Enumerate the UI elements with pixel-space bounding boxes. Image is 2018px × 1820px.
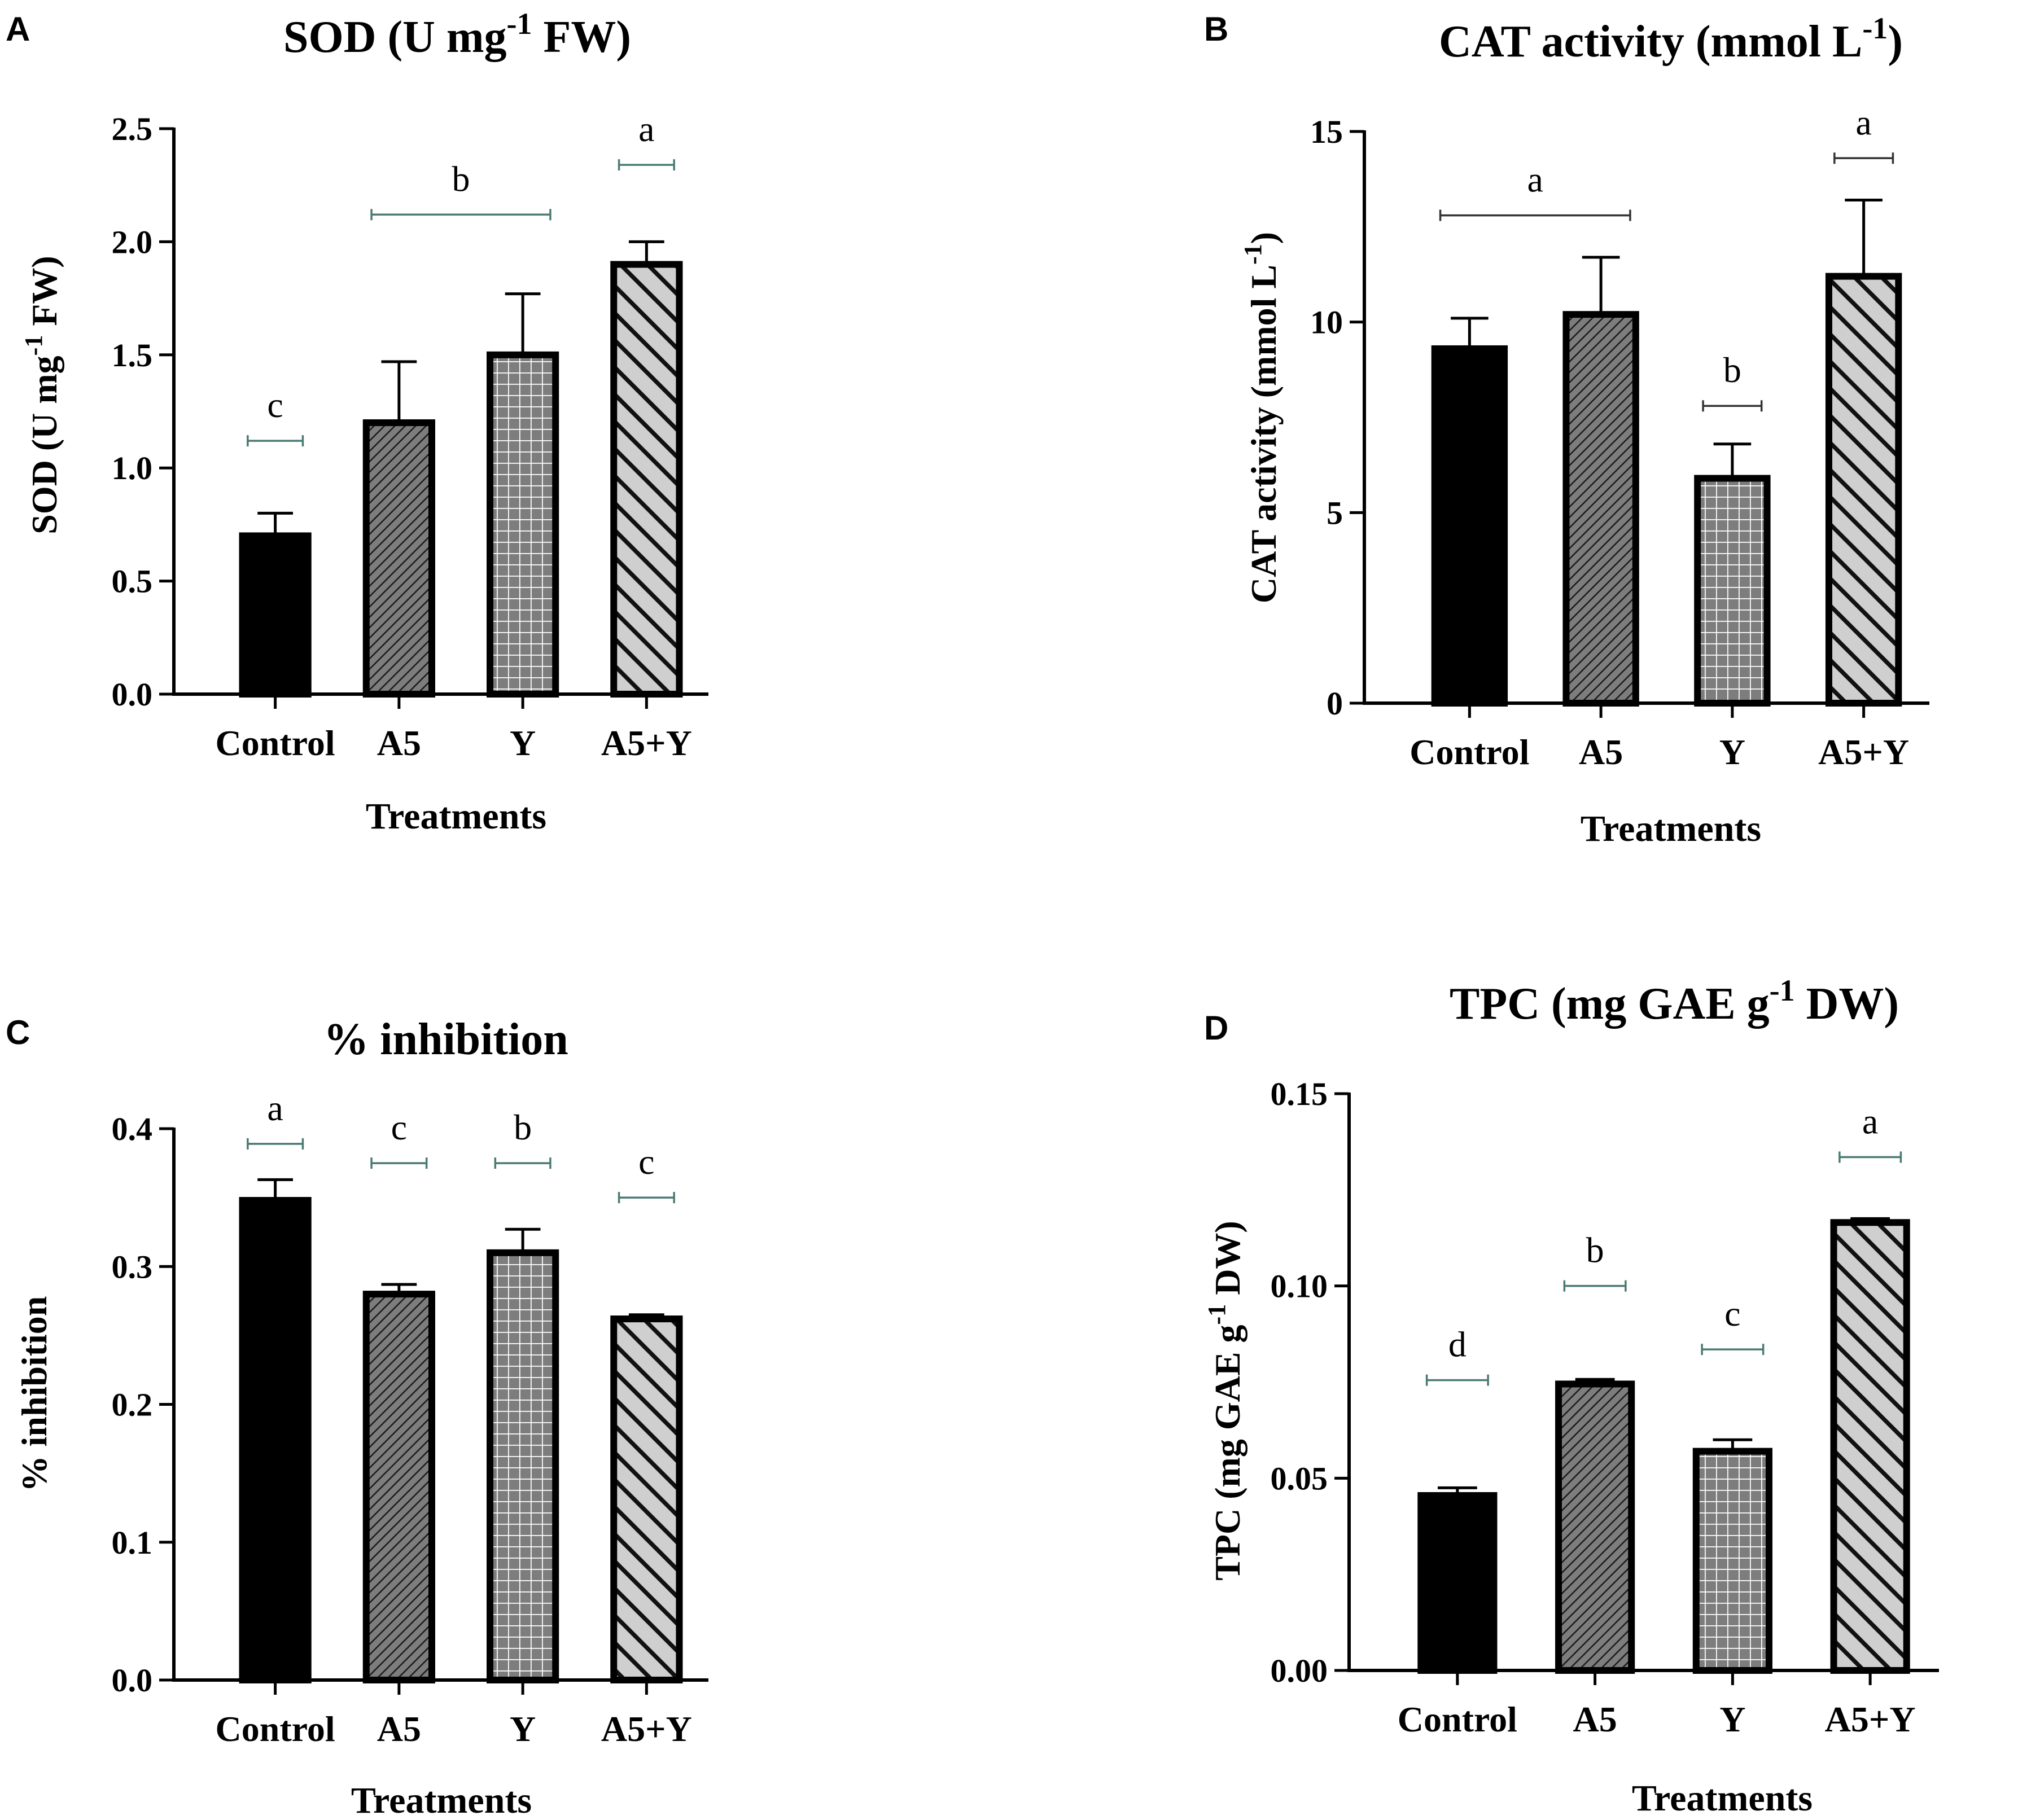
bar-a5-y xyxy=(610,261,683,698)
x-axis-label: Treatments xyxy=(351,1780,532,1820)
y-tick-label: 1.5 xyxy=(112,337,153,374)
x-tick-label: Y xyxy=(510,723,536,763)
bar-a5 xyxy=(1562,311,1639,707)
bar-a5-y xyxy=(1830,1219,1910,1674)
significance-letter: a xyxy=(267,1088,283,1128)
y-tick-label: 15 xyxy=(1310,113,1343,150)
x-tick-label: A5+Y xyxy=(601,723,692,763)
x-tick-label: A5 xyxy=(377,723,421,763)
panel-A: A SOD (U mg-1 FW) SOD (U mg-1 FW) 0.0 0.5… xyxy=(6,7,708,837)
chart-title: CAT activity (mmol L-1) xyxy=(1439,11,1903,67)
y-axis-label: TPC (mg GAE g-1 DW) xyxy=(1203,1221,1247,1581)
significance-letter: b xyxy=(1586,1230,1604,1270)
y-tick-label: 10 xyxy=(1310,304,1343,341)
panel-label: D xyxy=(1204,1009,1228,1047)
bar-y xyxy=(487,1249,559,1683)
y-tick-label: 0.0 xyxy=(112,676,153,713)
bar-a5 xyxy=(362,1291,435,1684)
significance-letter: c xyxy=(1724,1293,1740,1334)
y-axis-label: CAT activity (mmol L-1) xyxy=(1239,232,1284,603)
y-tick-label: 2.5 xyxy=(112,111,153,147)
significance-letter: c xyxy=(638,1142,654,1182)
significance-letter: a xyxy=(1862,1101,1878,1141)
panel-C: C % inhibition % inhibition 0.0 0.1 0.2 0.3… xyxy=(6,1014,708,1820)
panel-label: A xyxy=(6,10,30,48)
x-tick-label: A5 xyxy=(377,1709,421,1749)
x-tick-label: Control xyxy=(1398,1699,1517,1739)
significance-letter: b xyxy=(1723,350,1741,390)
significance-letter: c xyxy=(391,1107,407,1147)
y-tick-label: 0 xyxy=(1327,685,1343,722)
y-tick-label: 0.2 xyxy=(112,1387,153,1423)
plot-area: 0.0 0.1 0.2 0.3 0.4 Control A5 Y A5+Y a c b c xyxy=(112,1088,708,1749)
bar-control xyxy=(239,1197,312,1683)
panel-label: C xyxy=(6,1014,30,1051)
y-tick-label: 0.4 xyxy=(112,1111,153,1147)
bar-a5-y xyxy=(610,1315,683,1683)
y-tick-label: 5 xyxy=(1327,494,1343,531)
x-tick-label: A5 xyxy=(1579,732,1623,772)
significance-letter: b xyxy=(452,159,470,199)
x-axis-label: Treatments xyxy=(1581,808,1761,849)
x-tick-label: Control xyxy=(1409,732,1529,772)
y-tick-label: 0.5 xyxy=(112,563,153,600)
y-tick-label: 0.1 xyxy=(112,1524,153,1561)
y-tick-label: 0.0 xyxy=(112,1662,153,1699)
plot-area: 0.0 0.5 1.0 1.5 2.0 2.5 Control A5 Y A5+Y c b a xyxy=(112,109,708,763)
y-tick-label: 0.05 xyxy=(1271,1460,1328,1497)
chart-title: SOD (U mg-1 FW) xyxy=(283,7,631,62)
y-tick-label: 0.3 xyxy=(112,1248,153,1285)
significance-letter: b xyxy=(514,1107,532,1147)
y-axis-label: % inhibition xyxy=(14,1296,54,1492)
x-tick-label: A5+Y xyxy=(1818,732,1909,772)
y-tick-label: 1.0 xyxy=(112,450,153,486)
significance-letter: a xyxy=(1527,160,1543,200)
x-axis-label: Treatments xyxy=(1632,1778,1813,1819)
significance-letter: a xyxy=(1855,102,1871,142)
panel-B: B CAT activity (mmol L-1) CAT activity (… xyxy=(1204,10,1929,849)
significance-letter: c xyxy=(267,385,283,425)
significance-letter: a xyxy=(638,109,654,149)
x-tick-label: Y xyxy=(1719,1699,1745,1739)
bar-control xyxy=(239,532,312,698)
x-tick-label: A5 xyxy=(1573,1699,1617,1739)
chart-title: TPC (mg GAE g-1 DW) xyxy=(1450,973,1899,1029)
bar-control xyxy=(1431,345,1508,707)
bar-control xyxy=(1417,1492,1498,1674)
plot-area: 0.00 0.05 0.10 0.15 Control A5 Y A5+Y d b c a xyxy=(1271,1076,1939,1739)
x-tick-label: Y xyxy=(510,1709,536,1749)
plot-area: 0 5 10 15 Control A5 Y A5+Y a b a xyxy=(1310,102,1929,772)
panel-D: D TPC (mg GAE g-1 DW) TPC (mg GAE g-1 DW… xyxy=(1203,973,1939,1819)
y-axis-label: SOD (U mg-1 FW) xyxy=(20,256,64,534)
x-tick-label: Y xyxy=(1719,732,1745,772)
x-axis-label: Treatments xyxy=(366,796,546,837)
y-tick-label: 0.00 xyxy=(1271,1652,1328,1689)
y-tick-label: 2.0 xyxy=(112,223,153,260)
panel-label: B xyxy=(1204,10,1228,48)
x-tick-label: Control xyxy=(216,1709,335,1749)
y-tick-label: 0.10 xyxy=(1271,1268,1328,1305)
x-tick-label: A5+Y xyxy=(1825,1699,1916,1739)
bar-a5 xyxy=(362,419,435,698)
bar-y xyxy=(487,351,559,698)
significance-letter: d xyxy=(1448,1325,1467,1365)
chart-title: % inhibition xyxy=(323,1015,568,1064)
bar-a5 xyxy=(1555,1380,1635,1674)
bar-y xyxy=(1692,1448,1772,1674)
bar-a5-y xyxy=(1825,273,1902,707)
bar-y xyxy=(1694,475,1771,707)
x-tick-label: A5+Y xyxy=(601,1709,692,1749)
y-tick-label: 0.15 xyxy=(1271,1076,1328,1112)
x-tick-label: Control xyxy=(216,723,335,763)
